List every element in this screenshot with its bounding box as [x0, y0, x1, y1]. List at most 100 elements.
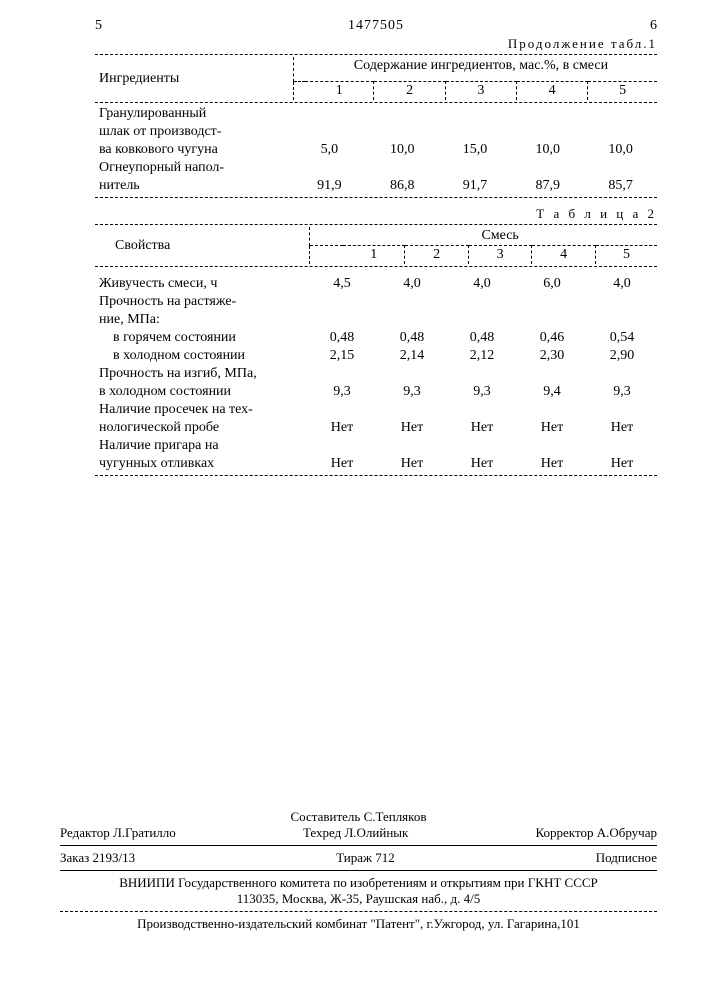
table2-cell — [447, 365, 517, 383]
table2-row-label: Живучесть смеси, ч — [95, 275, 307, 293]
table2-row-label: Наличие пригара на — [95, 437, 307, 455]
corrector-line: Корректор А.Обручар — [536, 825, 657, 841]
table2-cell — [377, 401, 447, 419]
table2-cell — [377, 365, 447, 383]
table2-cell — [377, 293, 447, 311]
table2-row-label: в холодном состоянии — [95, 347, 307, 365]
table2-cell — [587, 293, 657, 311]
table2-cell: Нет — [447, 455, 517, 473]
table2-row-label: Прочность на изгиб, МПа, — [95, 365, 307, 383]
table2-cell: Нет — [517, 455, 587, 473]
page-num-left: 5 — [95, 18, 102, 34]
table2-span-header: Смесь — [343, 227, 657, 246]
subscription-line: Подписное — [596, 850, 657, 866]
table1-col-5: 5 — [588, 82, 657, 101]
table1-cell: 10,0 — [511, 141, 584, 159]
table1-col-3: 3 — [445, 82, 516, 101]
divider — [95, 266, 657, 267]
table2-cell — [517, 401, 587, 419]
table2-cell — [447, 437, 517, 455]
table2-cell: 4,5 — [307, 275, 377, 293]
table2-cell: 2,15 — [307, 347, 377, 365]
order-line: Заказ 2193/13 — [60, 850, 135, 866]
table1: Ингредиенты Содержание ингредиентов, мас… — [95, 57, 657, 100]
table2-row-label: в холодном состоянии — [95, 383, 307, 401]
table2-cell: 4,0 — [447, 275, 517, 293]
table2-cell — [517, 311, 587, 329]
table2-cell: 9,3 — [377, 383, 447, 401]
table2-cell — [307, 401, 377, 419]
table2-cell — [307, 311, 377, 329]
page-num-right: 6 — [650, 18, 657, 34]
table2-cell — [587, 365, 657, 383]
table2-cell: 9,3 — [307, 383, 377, 401]
table1-cell: 86,8 — [366, 177, 439, 195]
table1-row-label: шлак от производст- — [95, 123, 293, 141]
table2-row-label: ние, МПа: — [95, 311, 307, 329]
table2-col-3: 3 — [468, 246, 532, 265]
table2-cell: 4,0 — [587, 275, 657, 293]
table2-cell: 0,46 — [517, 329, 587, 347]
table2-cell — [447, 401, 517, 419]
table2-col-4: 4 — [532, 246, 596, 265]
table2-cell: Нет — [377, 455, 447, 473]
table1-col-2: 2 — [374, 82, 445, 101]
table1-col-1: 1 — [305, 82, 374, 101]
table2-cell: 6,0 — [517, 275, 587, 293]
table2-header: Свойства Смесь 1 2 3 4 5 — [95, 227, 657, 264]
table2-cell: 2,14 — [377, 347, 447, 365]
table1-cell: 15,0 — [439, 141, 512, 159]
table2-cell — [447, 311, 517, 329]
table1-span-header: Содержание ингредиентов, мас.%, в смеси — [305, 57, 657, 82]
table2-cell: 9,3 — [587, 383, 657, 401]
table1-cell: 5,0 — [293, 141, 366, 159]
table2-row-label: Наличие просечек на тех- — [95, 401, 307, 419]
table2-body: Живучесть смеси, ч4,54,04,06,04,0Прочнос… — [95, 275, 657, 473]
table2-cell — [517, 293, 587, 311]
table1-row-label: Огнеупорный напол- — [95, 159, 293, 177]
table2-cell — [517, 365, 587, 383]
divider — [95, 197, 657, 198]
table2-cell: Нет — [587, 419, 657, 437]
table2-caption: Т а б л и ц а 2 — [95, 206, 657, 222]
table2-cell: 0,48 — [307, 329, 377, 347]
table1-cell: 85,7 — [584, 177, 657, 195]
org-line-1: ВНИИПИ Государственного комитета по изоб… — [60, 875, 657, 891]
table2-cell — [447, 293, 517, 311]
table2-cell: 2,90 — [587, 347, 657, 365]
table2-cell — [517, 437, 587, 455]
table1-continuation-label: Продолжение табл.1 — [95, 36, 657, 52]
table2-cell: 9,4 — [517, 383, 587, 401]
divider — [95, 54, 657, 55]
table1-col-header-ingredients: Ингредиенты — [95, 57, 294, 100]
techred-line: Техред Л.Олийнык — [303, 825, 408, 841]
table2-col-1: 1 — [343, 246, 405, 265]
printer-line: Производственно-издательский комбинат "П… — [60, 916, 657, 932]
table1-body: Гранулированный шлак от производст- ва к… — [95, 105, 657, 195]
tirazh-line: Тираж 712 — [336, 850, 395, 866]
table2-col-5: 5 — [595, 246, 657, 265]
table2-cell — [307, 365, 377, 383]
table2-cell — [587, 437, 657, 455]
table1-row-label: нитель — [95, 177, 293, 195]
table1-cell: 10,0 — [366, 141, 439, 159]
table2-cell: Нет — [307, 455, 377, 473]
table2-col-header-props: Свойства — [95, 227, 310, 264]
table2-row-label: в горячем состоянии — [95, 329, 307, 347]
divider — [95, 224, 657, 225]
table2-row-label: чугунных отливках — [95, 455, 307, 473]
table2-cell — [307, 293, 377, 311]
table2-cell: Нет — [447, 419, 517, 437]
org-line-2: 113035, Москва, Ж-35, Раушская наб., д. … — [60, 891, 657, 907]
table2-cell: Нет — [517, 419, 587, 437]
divider — [60, 911, 657, 912]
table1-col-4: 4 — [517, 82, 588, 101]
table1-cell: 91,9 — [293, 177, 366, 195]
table1-row-label: ва ковкового чугуна — [95, 141, 293, 159]
table2-row-label: Прочность на растяже- — [95, 293, 307, 311]
table2-cell — [307, 437, 377, 455]
footer-block: Составитель С.Тепляков Редактор Л.Гратил… — [60, 809, 657, 932]
table2-cell: 9,3 — [447, 383, 517, 401]
table2-cell — [377, 311, 447, 329]
editor-line: Редактор Л.Гратилло — [60, 825, 176, 841]
